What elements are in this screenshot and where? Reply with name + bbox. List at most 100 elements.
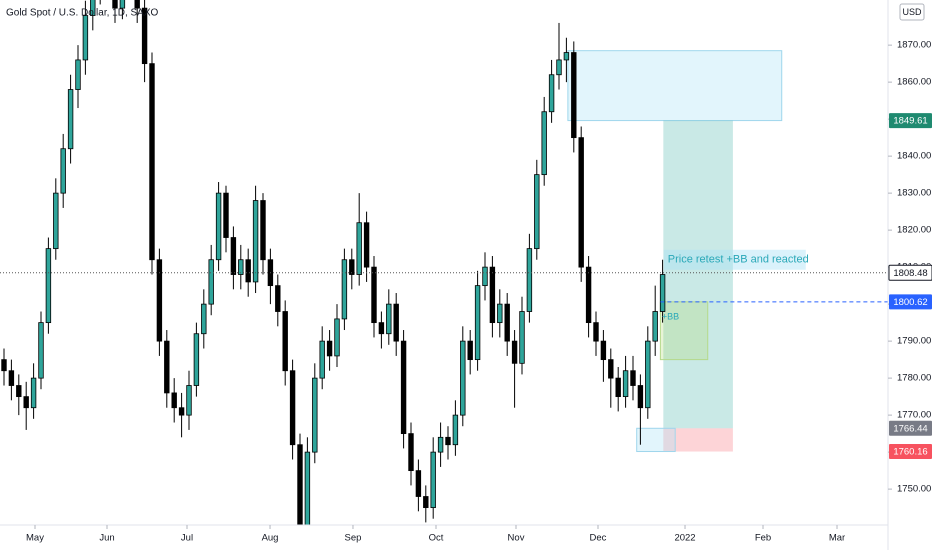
candle-body [363, 222, 370, 268]
currency-box[interactable] [899, 3, 925, 21]
candle-body [474, 285, 481, 361]
y-tick-label: 1790.00 [897, 336, 931, 347]
price-label: 1766.44 [893, 423, 927, 434]
candle-body [334, 318, 340, 357]
candle-body [201, 303, 207, 335]
y-tick-label: 1870.00 [897, 40, 931, 51]
y-tick-label: 1750.00 [897, 484, 931, 495]
currency[interactable]: USD [902, 7, 922, 17]
candle-body [156, 259, 163, 342]
price-label-box [889, 444, 932, 460]
annotation: Price retest +BB and reacted [668, 254, 809, 266]
y-tick-label: 1780.00 [897, 373, 931, 384]
candle-body [519, 311, 525, 364]
x-tick-label: Aug [262, 533, 279, 544]
candle-body [23, 396, 29, 409]
candle-body [90, 0, 96, 16]
candle-body [386, 303, 392, 335]
candle-body [659, 274, 666, 312]
candle-body [489, 266, 496, 324]
candle-body [215, 192, 222, 261]
candle-body [45, 248, 52, 324]
price-label: 1808.48 [893, 268, 927, 279]
candle-body [223, 192, 229, 238]
chart-title: Gold Spot / U.S. Dollar, 1D, SAXO [6, 8, 159, 19]
candle-body [445, 436, 451, 446]
candle-body [460, 340, 466, 416]
candle-body [497, 303, 503, 324]
candle-body [134, 0, 140, 9]
candle-body [593, 322, 599, 342]
annotation-box [663, 249, 806, 270]
x-tick-label: Jul [181, 533, 193, 544]
candle-body [304, 451, 311, 525]
candle-body [349, 259, 355, 275]
candle-body [326, 340, 333, 357]
candle-body [400, 340, 407, 435]
plot-area: Price retest +BB and reacted +BB [0, 0, 888, 525]
candle-body [30, 377, 37, 409]
candle-body [238, 259, 244, 275]
zone [567, 50, 783, 122]
price-label-box [889, 420, 932, 436]
zone [663, 428, 733, 452]
x-tick-label: Nov [508, 533, 525, 544]
candle-body [615, 377, 621, 398]
price-label-box [889, 294, 932, 310]
x-tick-label: Mar [829, 533, 845, 544]
candle-body [193, 333, 200, 386]
y-tick-label: 1770.00 [897, 410, 931, 421]
price-label: 1760.16 [893, 447, 927, 458]
candle-body [600, 340, 607, 361]
candle-body [563, 52, 570, 61]
candle-body [452, 414, 459, 446]
candle-body [526, 248, 533, 312]
candle-body [164, 340, 170, 394]
price-label-box [888, 264, 932, 281]
candle-body [82, 15, 89, 61]
zone [663, 120, 733, 429]
annotation: +BB [662, 311, 679, 321]
x-tick-label: Jun [99, 533, 114, 544]
candle-body [504, 303, 510, 342]
candle-body [341, 259, 348, 320]
candle-body [282, 311, 288, 372]
x-tick-label: May [26, 533, 44, 544]
candle-body [652, 311, 658, 342]
candle-body [645, 340, 651, 409]
candle-body [319, 340, 325, 379]
candle-body [556, 59, 562, 76]
candle-body [415, 470, 422, 497]
candle-body [437, 436, 444, 453]
candle-body [38, 322, 44, 379]
candle-body [119, 0, 126, 9]
candle-body [534, 174, 540, 250]
candle-body [289, 370, 296, 446]
candle-body [371, 266, 377, 324]
price-label: 1800.62 [893, 297, 927, 308]
y-tick-label: 1860.00 [897, 77, 931, 88]
candle-body [630, 370, 636, 386]
zone [636, 427, 676, 453]
candle-body [208, 259, 214, 305]
price-label: 1849.61 [893, 116, 927, 127]
candle-body [171, 392, 177, 409]
candle-body [356, 222, 362, 275]
candle-body [482, 266, 488, 287]
candle-body [252, 200, 259, 283]
candle-body [275, 285, 281, 312]
candle-body [608, 359, 614, 379]
candle-body [67, 89, 74, 150]
candle-body [60, 148, 66, 194]
candle-body [312, 377, 318, 453]
candle-body [571, 52, 577, 139]
candle-body [297, 444, 303, 525]
y-tick-label: 1840.00 [897, 151, 931, 162]
candle-body [141, 7, 148, 65]
candle-body [149, 63, 155, 261]
price-label-box [889, 113, 932, 129]
candle-body [230, 237, 237, 275]
candle-body [408, 433, 414, 472]
y-tick-label: 1830.00 [897, 188, 931, 199]
